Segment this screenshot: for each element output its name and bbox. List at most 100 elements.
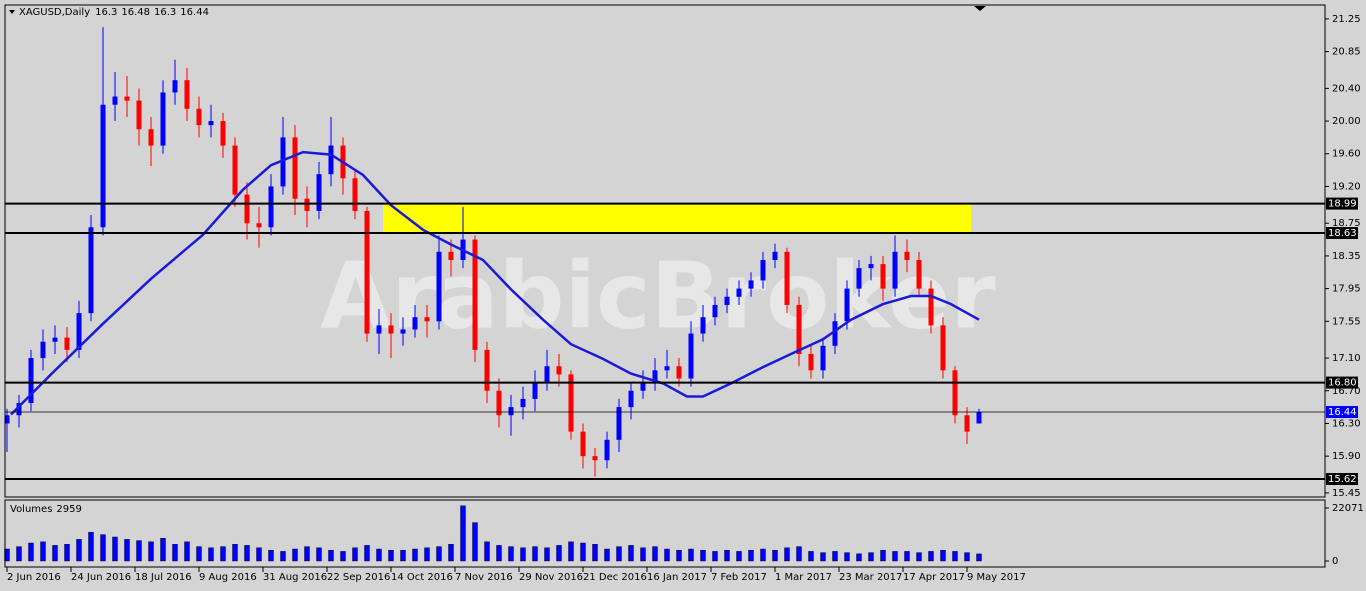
y-tick-label: 17.55 [1332, 316, 1361, 327]
candle-body [556, 366, 562, 375]
volume-bar [316, 547, 322, 562]
volume-bar [148, 541, 154, 562]
shift-marker [974, 6, 986, 11]
candle-body [928, 288, 934, 326]
volume-bar [436, 546, 442, 562]
volume-bar [340, 551, 346, 562]
candle-body [100, 104, 106, 228]
candle-body [376, 325, 382, 334]
volume-bar [208, 547, 214, 562]
candle-body [472, 239, 478, 350]
volume-bar [16, 546, 22, 562]
candle-body [544, 366, 550, 383]
volume-bar [892, 551, 898, 562]
volume-bar [724, 549, 730, 562]
y-tick-label: 20.40 [1332, 83, 1361, 94]
candle-body [364, 210, 370, 334]
candle-body [952, 370, 958, 416]
x-tick-label: 18 Jul 2016 [135, 572, 192, 583]
candle-body [448, 251, 454, 260]
candle-body [580, 431, 586, 457]
volume-bar [772, 549, 778, 562]
candle-body [4, 415, 10, 424]
volume-bar [184, 541, 190, 562]
candle-body [16, 403, 22, 416]
x-tick-label: 24 Jun 2016 [71, 572, 131, 583]
y-tick-label: 18.75 [1332, 218, 1361, 229]
volume-bar [292, 548, 298, 562]
candle-body [112, 96, 118, 105]
volume-bar [928, 551, 934, 562]
y-tick-label: 16.30 [1332, 418, 1361, 429]
volume-bar [808, 551, 814, 562]
candle-body [760, 259, 766, 281]
candle-body [64, 337, 70, 350]
volume-bar [268, 549, 274, 562]
volume-bar [448, 543, 454, 562]
y-tick-label: 15.90 [1332, 451, 1361, 462]
candle-body [76, 313, 82, 350]
candle-body [352, 178, 358, 211]
volume-bar [136, 540, 142, 562]
candle-body [328, 145, 334, 175]
level-label: 18.99 [1328, 199, 1357, 210]
candle-body [508, 407, 514, 416]
volume-bar [100, 534, 106, 562]
candle-body [400, 329, 406, 334]
volume-bar [280, 551, 286, 562]
candle-body [916, 259, 922, 289]
candle-body [496, 390, 502, 416]
level-label-box [1326, 473, 1358, 486]
volume-bar [640, 547, 646, 562]
volume-header: Volumes 2959 [10, 504, 82, 515]
candle-body [40, 341, 46, 359]
volume-bar [964, 552, 970, 562]
volume-bar [424, 547, 430, 562]
candle-body [892, 251, 898, 289]
candle-body [208, 121, 214, 126]
volume-bar [760, 548, 766, 562]
level-label-box [1326, 227, 1358, 240]
candle-body [736, 288, 742, 297]
volume-bar [844, 552, 850, 562]
volume-bar [916, 552, 922, 562]
symbol: XAGUSD,Daily [19, 7, 90, 18]
volume-bar [160, 537, 166, 562]
y-tick-label: 15.45 [1332, 488, 1361, 499]
open: 16.3 [95, 7, 117, 18]
volume-bar [388, 549, 394, 562]
candle-body [844, 288, 850, 322]
volume-bar [976, 553, 982, 562]
volume-bar [652, 546, 658, 562]
volume-bar [880, 549, 886, 562]
candle-body [664, 366, 670, 371]
candle-body [280, 137, 286, 187]
volume-bar [328, 549, 334, 562]
x-tick-label: 17 Apr 2017 [903, 572, 965, 583]
volume-bar [604, 548, 610, 562]
x-tick-label: 1 Mar 2017 [775, 572, 832, 583]
volume-bar [856, 553, 862, 562]
candle-body [856, 268, 862, 289]
candle-body [796, 304, 802, 354]
candle-body [388, 325, 394, 334]
candle-body [832, 321, 838, 346]
candle-body [532, 382, 538, 399]
y-tick-label: 16.70 [1332, 386, 1361, 397]
candle-body [220, 121, 226, 146]
volume-bar [628, 545, 634, 562]
volume-bar [28, 542, 34, 562]
volume-bar [244, 545, 250, 562]
y-tick-label: 19.60 [1332, 149, 1361, 160]
moving-average [10, 150, 980, 416]
candle-body [592, 456, 598, 461]
x-tick-label: 2 Jun 2016 [7, 572, 61, 583]
volume-frame [4, 499, 1326, 568]
candle-body [292, 137, 298, 199]
volume-bar [52, 545, 58, 562]
candle-body [676, 366, 682, 379]
zone-layer [383, 203, 971, 234]
candle-body [244, 194, 250, 224]
